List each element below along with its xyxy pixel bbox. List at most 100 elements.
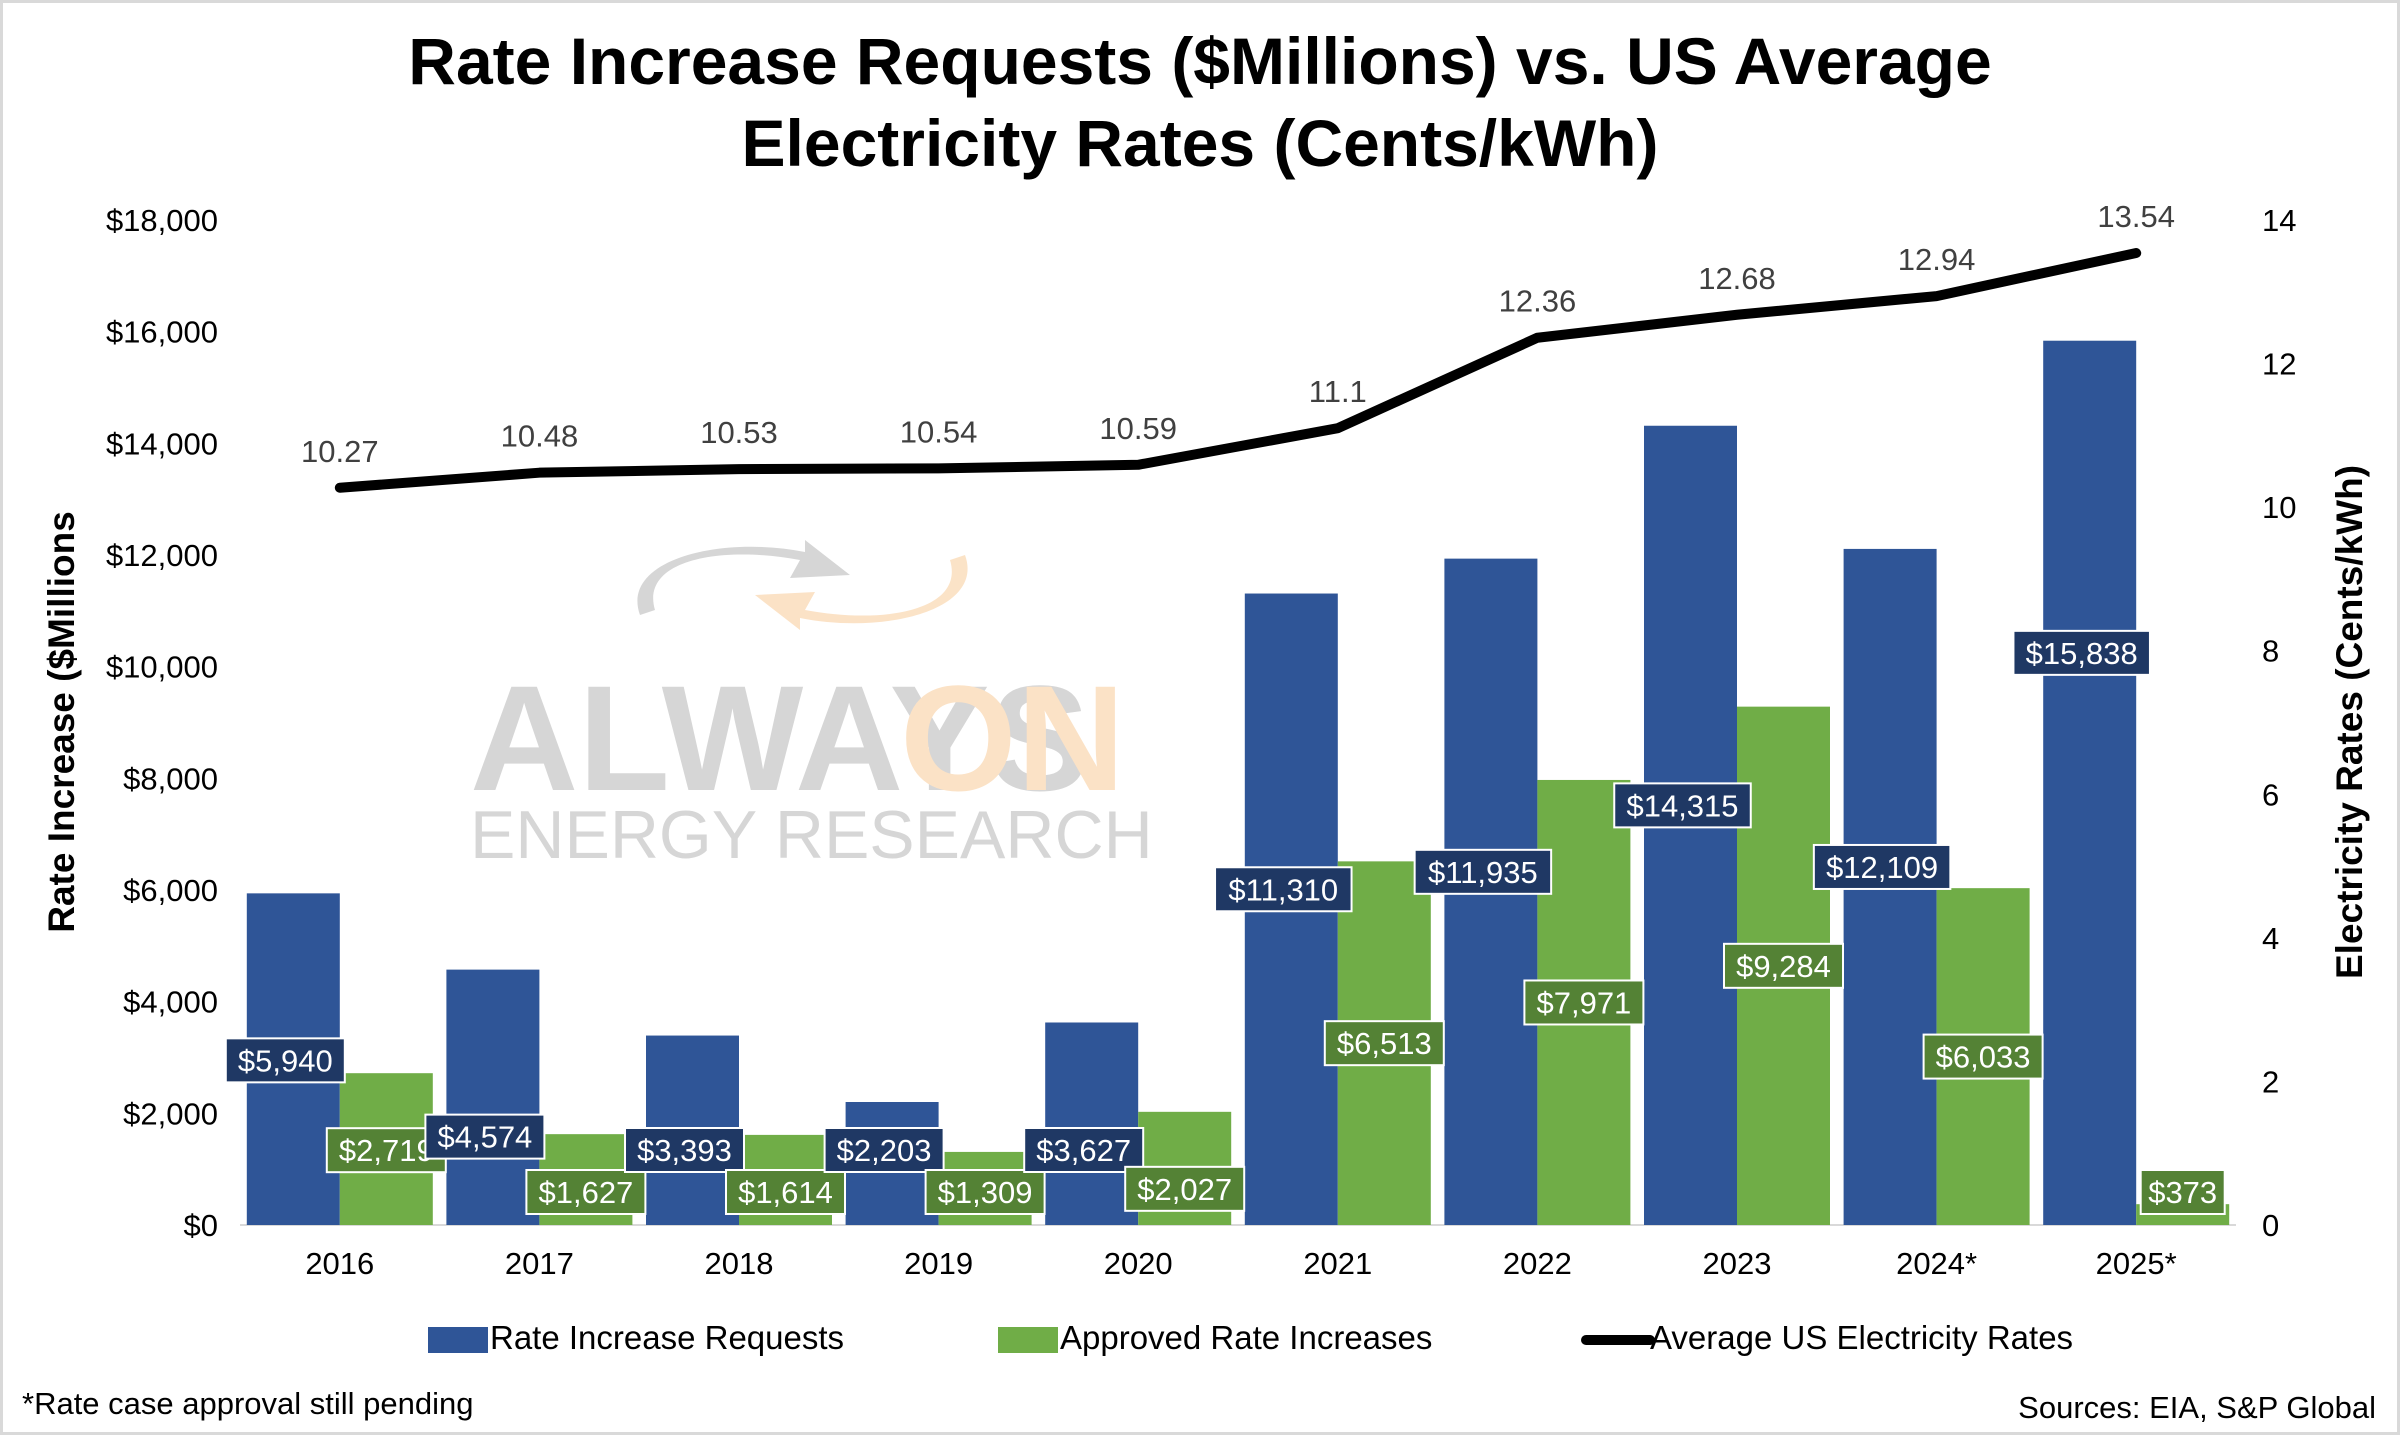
bar-label-approved: $1,309 — [938, 1175, 1033, 1210]
bar-label-request: $11,935 — [1428, 855, 1538, 890]
x-tick-label: 2025* — [2096, 1246, 2177, 1281]
line-data-label: 13.54 — [2097, 199, 2175, 234]
bar-label-request-box — [1413, 848, 1553, 895]
bar-label-approved-box — [1922, 1033, 2044, 1080]
bar-labels-group: $5,940 $2,719 $4,574$1,627$3,393$1,614$2,2… — [224, 629, 2226, 1215]
x-tick-label: 2020 — [1104, 1246, 1173, 1281]
bar-label-request-box — [1023, 1127, 1145, 1173]
bar-label-approved: $2,719 — [339, 1133, 434, 1168]
y-tick-label: $14,000 — [106, 426, 218, 461]
bar-request — [1045, 1022, 1139, 1225]
x-tick-label: 2017 — [505, 1246, 574, 1281]
y-axis-title: Rate Increase ($Millions — [41, 511, 82, 933]
y-tick-label: $16,000 — [106, 315, 218, 350]
y2-tick-label: 8 — [2262, 634, 2279, 669]
y2-tick-label: 2 — [2262, 1064, 2279, 1099]
x-axis-ticks: 2016 2017 2018 2019 2020 2021 2022 2023 2024* 202… — [305, 1246, 2176, 1281]
bar-label-request: $14,315 — [1626, 788, 1738, 823]
legend-swatch-approved — [998, 1327, 1058, 1353]
bar-label-request: $5,940 — [238, 1043, 333, 1078]
bar-label-request-box — [1812, 843, 1952, 890]
y2-tick-label: 14 — [2262, 203, 2296, 238]
bar-label-request-box — [1214, 866, 1353, 913]
bar-label-approved: $1,627 — [538, 1175, 633, 1210]
y-tick-label: $4,000 — [123, 985, 218, 1020]
bar-label-request: $12,109 — [1826, 850, 1938, 885]
sources-note: Sources: EIA, S&P Global — [2018, 1390, 2376, 1425]
x-tick-label: 2019 — [904, 1246, 973, 1281]
watermark-word-always: ALWAYS — [470, 654, 1090, 822]
watermark-word-on: ON — [900, 654, 1125, 822]
line-data-label: 12.94 — [1898, 242, 1976, 277]
bar-label-request-box — [823, 1127, 945, 1173]
x-tick-label: 2023 — [1703, 1246, 1772, 1281]
legend: Rate Increase Requests Approved Rate Inc… — [428, 1319, 2073, 1356]
bar-label-approved-box — [1124, 1165, 1246, 1212]
bar-request — [446, 969, 540, 1225]
x-tick-label: 2024* — [1896, 1246, 1977, 1281]
legend-swatch-requests — [428, 1327, 488, 1353]
y2-tick-label: 10 — [2262, 490, 2296, 525]
bar-label-approved: $7,971 — [1536, 985, 1631, 1020]
bar-label-request-box — [2012, 629, 2151, 676]
y2-tick-label: 0 — [2262, 1208, 2279, 1243]
bar-label-approved: $373 — [2148, 1175, 2217, 1210]
bar-label-request: $3,627 — [1036, 1133, 1131, 1168]
bar-label-request: $4,574 — [437, 1120, 532, 1155]
watermark-arrow-grey — [637, 540, 850, 615]
y-tick-label: $12,000 — [106, 538, 218, 573]
legend-label-avg-rates: Average US Electricity Rates — [1650, 1319, 2073, 1356]
line-data-label: 11.1 — [1309, 374, 1367, 409]
bar-label-approved: $1,614 — [738, 1175, 833, 1210]
bar-label-request: $11,310 — [1228, 872, 1338, 907]
y-tick-label: $2,000 — [123, 1096, 218, 1131]
bar-label-approved-box — [1723, 942, 1844, 989]
legend-label-requests: Rate Increase Requests — [490, 1319, 844, 1356]
legend-label-approved: Approved Rate Increases — [1060, 1319, 1432, 1356]
bar-label-approved: $6,513 — [1337, 1026, 1432, 1061]
footnote: *Rate case approval still pending — [22, 1386, 474, 1421]
y-tick-label: $18,000 — [106, 203, 218, 238]
line-series-group: 10.27 10.48 10.53 10.54 10.59 11.1 12.36 12.68 1… — [301, 199, 2175, 493]
bar-label-approved-box — [725, 1169, 846, 1215]
bar-label-request: $15,838 — [2026, 636, 2138, 671]
bar-label-approved-box — [2139, 1169, 2226, 1215]
line-data-label: 10.27 — [301, 434, 379, 469]
bar-label-approved-box — [924, 1169, 1046, 1215]
line-data-label: 12.36 — [1499, 284, 1577, 319]
bar-label-approved-box — [1523, 979, 1645, 1026]
watermark-logo: ALWAYS ON ENERGY RESEARCH — [470, 540, 1153, 873]
watermark-arrow-orange — [755, 555, 968, 630]
bar-label-approved-box — [1323, 1020, 1445, 1067]
x-tick-label: 2018 — [705, 1246, 774, 1281]
y-tick-label: $0 — [184, 1208, 218, 1243]
chart-title-line-1: Rate Increase Requests ($Millions) vs. U… — [408, 24, 1991, 98]
y2-axis-title: Electricity Rates (Cents/kWh) — [2329, 465, 2370, 979]
y2-tick-label: 4 — [2262, 921, 2279, 956]
bar-label-approved: $9,284 — [1736, 949, 1831, 984]
bar-label-request: $3,393 — [637, 1133, 732, 1168]
bar-label-approved: $2,027 — [1137, 1172, 1232, 1207]
avg-rate-line — [334, 248, 2142, 493]
y2-tick-label: 12 — [2262, 347, 2296, 382]
y-tick-label: $10,000 — [106, 650, 218, 685]
x-tick-label: 2021 — [1303, 1246, 1372, 1281]
bar-label-request-box — [224, 1037, 346, 1084]
bar-label-approved-box — [525, 1169, 647, 1215]
left-axis-ticks: $0 $2,000 $4,000 $6,000 $8,000 $10,000 $12,000… — [106, 203, 218, 1243]
line-data-label: 10.53 — [700, 415, 778, 450]
bar-label-approved: $6,033 — [1936, 1040, 2031, 1075]
watermark-subtitle: ENERGY RESEARCH — [470, 797, 1153, 873]
y2-tick-label: 6 — [2262, 777, 2279, 812]
line-data-label: 10.54 — [900, 414, 978, 449]
line-data-label: 12.68 — [1698, 261, 1776, 296]
bar-label-request-box — [424, 1113, 546, 1160]
chart-title-line-2: Electricity Rates (Cents/kWh) — [742, 106, 1659, 180]
line-data-label: 10.48 — [501, 419, 579, 454]
x-tick-label: 2022 — [1503, 1246, 1572, 1281]
right-axis-ticks: 0 2 4 6 8 10 12 14 — [2262, 203, 2296, 1243]
bar-label-request-box — [1613, 782, 1752, 829]
y-tick-label: $6,000 — [123, 873, 218, 908]
bar-label-request-box — [624, 1127, 745, 1173]
